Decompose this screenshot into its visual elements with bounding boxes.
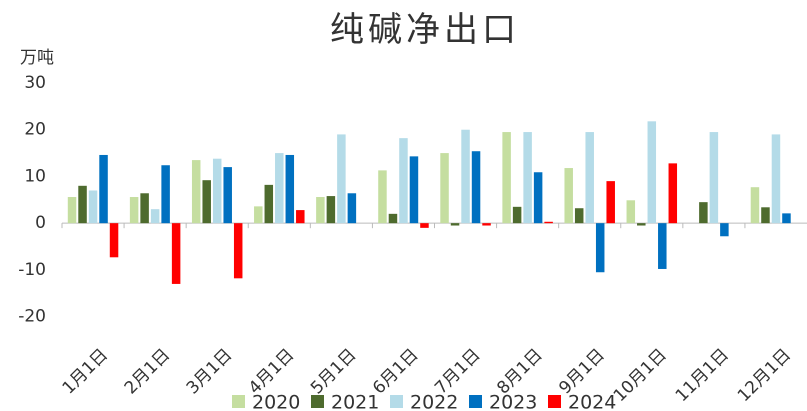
bar	[150, 209, 160, 224]
bar	[161, 165, 170, 224]
bar	[171, 223, 181, 284]
bar	[326, 196, 336, 224]
bar	[440, 153, 449, 224]
bar	[140, 193, 149, 224]
bar	[275, 153, 284, 224]
bar	[585, 132, 594, 224]
x-tick-label: 2月1日	[121, 345, 174, 398]
bar	[212, 158, 222, 224]
y-tick-label: 10	[24, 166, 46, 186]
bar	[420, 223, 429, 228]
y-tick-label: 20	[24, 120, 46, 140]
bar	[378, 170, 387, 224]
bar	[761, 207, 770, 224]
bar	[471, 151, 481, 224]
bar	[709, 132, 719, 224]
bar	[67, 197, 77, 224]
bar	[109, 223, 119, 258]
bar	[399, 138, 408, 224]
legend-swatch	[232, 395, 245, 408]
bar	[78, 185, 87, 224]
bar	[626, 200, 636, 224]
y-tick-label: -20	[18, 307, 46, 327]
bar	[637, 223, 646, 226]
bar	[233, 223, 243, 279]
bar	[544, 221, 553, 224]
bar	[658, 223, 667, 269]
x-tick-label: 5月1日	[307, 345, 360, 398]
bar	[388, 213, 398, 224]
bar	[574, 208, 584, 224]
legend-label: 2024	[568, 392, 616, 411]
legend-label: 2020	[252, 392, 300, 411]
bar	[523, 132, 532, 224]
legend-label: 2021	[331, 392, 379, 411]
legend-swatch	[469, 395, 482, 408]
bar	[461, 129, 470, 224]
bar	[347, 193, 357, 224]
legend-swatch	[548, 395, 561, 408]
bar	[564, 168, 573, 224]
bar	[482, 223, 491, 226]
bar	[450, 223, 460, 226]
legend-label: 2023	[489, 392, 537, 411]
bar	[337, 134, 346, 224]
x-tick-label: 4月1日	[245, 345, 298, 398]
bar	[606, 181, 615, 224]
y-tick-label: 30	[24, 73, 46, 93]
bar	[223, 167, 232, 224]
chart-title: 纯碱净出口	[330, 10, 520, 50]
bar	[409, 156, 419, 224]
x-tick-label: 3月1日	[183, 345, 236, 398]
bar	[782, 213, 791, 224]
bar	[771, 134, 781, 224]
bar	[502, 132, 511, 224]
bar	[88, 190, 98, 224]
bar	[595, 223, 605, 273]
bar	[99, 154, 108, 224]
bar	[264, 184, 274, 224]
bar	[285, 154, 295, 224]
bar	[647, 121, 657, 224]
bar	[202, 180, 211, 224]
bar	[668, 163, 678, 224]
x-tick-label: 11月1日	[672, 345, 733, 406]
bar	[296, 210, 305, 224]
x-tick-label: 7月1日	[431, 345, 484, 398]
x-tick-label: 9月1日	[555, 345, 608, 398]
bar	[720, 223, 729, 237]
bar	[512, 206, 522, 224]
y-axis-label: 万吨	[20, 48, 54, 68]
legend-swatch	[311, 395, 324, 408]
x-tick-label: 8月1日	[493, 345, 546, 398]
x-tick-label: 6月1日	[369, 345, 422, 398]
y-tick-label: -10	[18, 260, 46, 280]
x-tick-label: 12月1日	[734, 345, 795, 406]
legend-label: 2022	[410, 392, 458, 411]
bar	[750, 187, 760, 224]
bar	[316, 197, 325, 224]
y-tick-label: 0	[35, 213, 46, 233]
bar	[533, 172, 543, 224]
bar	[191, 160, 201, 224]
legend-swatch	[390, 395, 403, 408]
x-tick-label: 1月1日	[59, 345, 112, 398]
bar	[699, 202, 708, 224]
bar	[254, 206, 263, 224]
x-tick-label: 10月1日	[610, 345, 671, 406]
bar	[129, 197, 139, 224]
